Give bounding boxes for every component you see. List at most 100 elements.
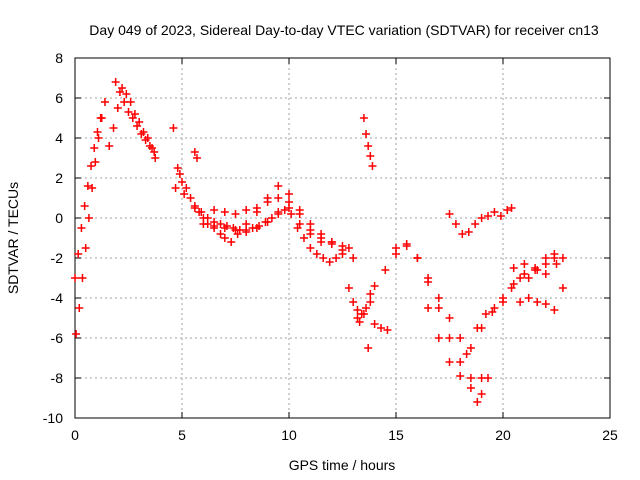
grid-layer	[75, 58, 610, 418]
data-point	[490, 208, 499, 216]
data-point	[481, 310, 490, 318]
x-tick-label: 25	[602, 427, 618, 443]
chart-title: Day 049 of 2023, Sidereal Day-to-day VTE…	[89, 22, 599, 38]
data-point	[88, 184, 97, 192]
data-point	[507, 284, 516, 292]
data-point	[317, 230, 326, 238]
data-point	[516, 298, 525, 306]
data-point	[466, 384, 475, 392]
data-point	[93, 128, 102, 136]
data-point	[434, 304, 443, 312]
data-point	[182, 184, 191, 192]
data-point	[473, 324, 482, 332]
data-point	[113, 104, 122, 112]
data-point	[306, 220, 315, 228]
data-point	[120, 98, 129, 106]
data-point	[96, 114, 105, 122]
data-point	[242, 228, 251, 236]
data-point	[366, 298, 375, 306]
data-point	[199, 220, 208, 228]
data-point	[355, 318, 364, 326]
data-point	[81, 244, 90, 252]
data-point	[445, 334, 454, 342]
data-point	[558, 284, 567, 292]
series-track-m	[424, 304, 486, 382]
data-point	[533, 298, 542, 306]
y-tick-label: -4	[51, 290, 64, 306]
data-point	[445, 358, 454, 366]
data-point	[462, 350, 471, 358]
y-tick-label: -2	[51, 250, 64, 266]
y-tick-label: 2	[55, 170, 63, 186]
data-point	[122, 90, 131, 98]
data-point	[150, 148, 159, 156]
data-point	[368, 162, 377, 170]
data-point	[178, 178, 186, 186]
data-point	[332, 254, 341, 262]
series-track-j	[344, 284, 375, 318]
series-track-q	[516, 294, 559, 314]
data-point	[541, 260, 550, 268]
data-point	[72, 330, 81, 338]
data-point	[364, 344, 373, 352]
data-point	[78, 274, 87, 282]
y-tick-label: -6	[51, 330, 64, 346]
data-point	[507, 204, 516, 212]
data-point	[77, 224, 86, 232]
data-point	[477, 390, 486, 398]
data-point	[274, 194, 283, 202]
data-point	[274, 182, 283, 190]
data-point	[362, 130, 371, 138]
data-point	[456, 372, 465, 380]
series-track-b	[71, 114, 105, 282]
data-point	[203, 214, 212, 222]
data-point	[516, 274, 525, 282]
data-point	[550, 254, 559, 262]
data-point	[445, 314, 454, 322]
data-point	[280, 206, 289, 214]
data-point	[456, 334, 465, 342]
data-point	[496, 212, 505, 220]
x-tick-label: 5	[178, 427, 186, 443]
data-point	[473, 398, 482, 406]
data-point	[84, 214, 93, 222]
data-point	[464, 228, 473, 236]
data-point	[180, 190, 189, 198]
data-point	[190, 148, 199, 156]
data-point	[424, 304, 433, 312]
data-point	[524, 274, 533, 282]
data-point	[434, 334, 443, 342]
x-tick-label: 20	[495, 427, 511, 443]
y-tick-label: 8	[55, 50, 63, 66]
data-point	[471, 220, 480, 228]
data-point	[325, 258, 334, 266]
data-point	[252, 204, 261, 212]
data-point	[94, 134, 103, 142]
data-point	[317, 238, 326, 246]
data-point	[344, 284, 353, 292]
data-point	[456, 358, 465, 366]
data-point	[75, 304, 84, 312]
data-point	[71, 274, 79, 282]
data-point	[171, 184, 180, 192]
data-point	[220, 208, 229, 216]
series-track-i	[169, 124, 201, 162]
data-point	[349, 254, 358, 262]
data-point	[451, 220, 460, 228]
data-point	[381, 266, 390, 274]
data-point	[87, 162, 96, 170]
data-point	[383, 326, 392, 334]
data-point	[366, 290, 375, 298]
data-point	[477, 374, 486, 382]
data-point	[312, 250, 321, 258]
data-point	[295, 220, 304, 228]
data-point	[520, 270, 529, 278]
series-track-k	[366, 242, 471, 358]
data-point	[550, 306, 559, 314]
data-point	[80, 202, 89, 210]
data-point	[186, 194, 195, 202]
y-tick-label: 4	[55, 130, 63, 146]
data-point	[210, 206, 219, 214]
series-track-p	[509, 254, 567, 278]
